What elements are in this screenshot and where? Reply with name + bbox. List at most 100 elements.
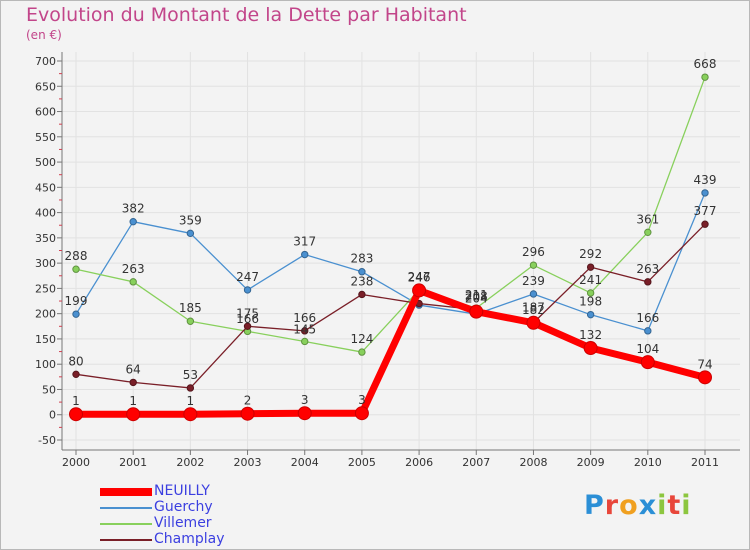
chart-title: Evolution du Montant de la Dette par Hab… [26,4,467,26]
data-point-guerchy [72,310,80,318]
data-point-champlay [701,220,709,228]
x-tick-label: 2011 [691,456,719,469]
data-point-villemer [72,265,80,273]
data-point-champlay [586,263,595,271]
legend-swatch [100,539,152,541]
x-tick-label: 2001 [119,456,147,469]
data-label-neuilly: 132 [579,328,602,342]
x-tick-label: 2000 [62,456,90,469]
overlap-data-label: 208 [465,290,488,304]
y-tick-label: 100 [35,358,56,371]
y-tick-label: 650 [35,80,56,93]
y-tick-label: 450 [35,181,56,194]
logo-letter: x [638,490,658,521]
data-label-guerchy: 382 [122,202,145,216]
data-point-guerchy [701,189,709,197]
data-label-neuilly: 1 [72,394,80,408]
data-point-neuilly [69,407,83,422]
data-label-neuilly: 1 [129,394,137,408]
legend-swatch [100,488,152,496]
data-point-champlay [644,278,652,286]
proxiti-logo: Proxiti [584,490,692,521]
data-label-guerchy: 317 [293,235,316,249]
data-label-champlay: 377 [694,204,717,218]
data-point-neuilly [698,370,712,385]
data-label-champlay: 64 [126,362,141,376]
data-label-champlay: 292 [579,247,602,261]
data-point-neuilly [183,407,198,422]
data-label-champlay: 263 [636,262,659,276]
data-label-guerchy: 199 [65,294,88,308]
data-point-neuilly [412,283,427,298]
data-point-neuilly [354,406,369,421]
data-label-neuilly: 1 [187,394,195,408]
data-point-guerchy [186,229,195,238]
y-tick-label: 300 [35,257,56,270]
x-tick-label: 2008 [519,456,547,469]
logo-letter: t [667,490,682,521]
data-label-neuilly: 204 [465,292,488,306]
y-tick-label: 0 [49,409,56,422]
data-point-neuilly [297,406,312,421]
overlap-data-label: 145 [293,322,316,336]
data-point-neuilly [240,406,255,421]
unit-label: (en €) [26,28,62,42]
x-tick-label: 2007 [462,456,490,469]
data-label-villemer: 185 [179,301,202,315]
data-label-villemer: 288 [65,249,88,263]
y-tick-label: 600 [35,106,56,119]
data-point-champlay [301,327,309,335]
x-tick-label: 2003 [234,456,262,469]
data-point-neuilly [526,315,541,330]
series-line-villemer [75,76,706,353]
data-point-guerchy [301,250,309,259]
x-tick-label: 2009 [577,456,605,469]
data-point-neuilly [469,304,484,319]
data-label-guerchy: 198 [579,295,602,309]
data-label-neuilly: 246 [408,270,431,284]
data-label-villemer: 247 [408,270,431,284]
data-point-guerchy [644,327,652,335]
data-point-villemer [701,73,709,81]
data-label-guerchy: 359 [179,213,202,227]
data-point-champlay [358,290,366,299]
legend-label: NEUILLY [154,483,210,499]
logo-letter: i [681,490,692,521]
y-tick-label: 150 [35,333,56,346]
data-point-villemer [301,337,309,346]
data-label-villemer: 241 [579,273,602,287]
logo-letter: i [657,490,668,521]
data-label-guerchy: 247 [236,270,259,284]
y-tick-label: 500 [35,156,56,169]
data-point-villemer [529,261,538,269]
data-label-neuilly: 74 [697,357,712,371]
x-tick-label: 2004 [291,456,319,469]
line-chart: -50 0 50 100 150 200 250 300 350 400 450 500 550 600 6… [35,52,740,469]
data-point-guerchy [586,310,595,319]
data-point-champlay [243,322,252,330]
y-tick-label: 700 [35,55,56,68]
data-point-villemer [129,278,137,286]
data-label-villemer: 124 [350,332,373,346]
data-point-neuilly [583,341,598,356]
logo-letter: P [584,490,605,521]
data-point-champlay [72,370,80,379]
legend-label: Guerchy [154,499,213,515]
series-line-neuilly [72,286,709,418]
plot-area [62,52,740,450]
data-label-champlay: 238 [350,274,373,288]
data-label-villemer: 263 [122,262,145,276]
data-point-neuilly [640,355,655,370]
data-label-villemer: 296 [522,245,545,259]
y-tick-label: 250 [35,282,56,295]
data-label-guerchy: 166 [636,311,659,325]
y-tick-label: 550 [35,131,56,144]
data-label-guerchy: 283 [350,252,373,266]
series-line-champlay [75,223,706,389]
data-point-villemer [644,228,652,237]
data-label-neuilly: 3 [358,393,366,407]
legend-label: Champlay [154,531,225,547]
data-label-champlay: 80 [68,354,83,368]
x-tick-label: 2006 [405,456,433,469]
y-tick-label: 350 [35,232,56,245]
